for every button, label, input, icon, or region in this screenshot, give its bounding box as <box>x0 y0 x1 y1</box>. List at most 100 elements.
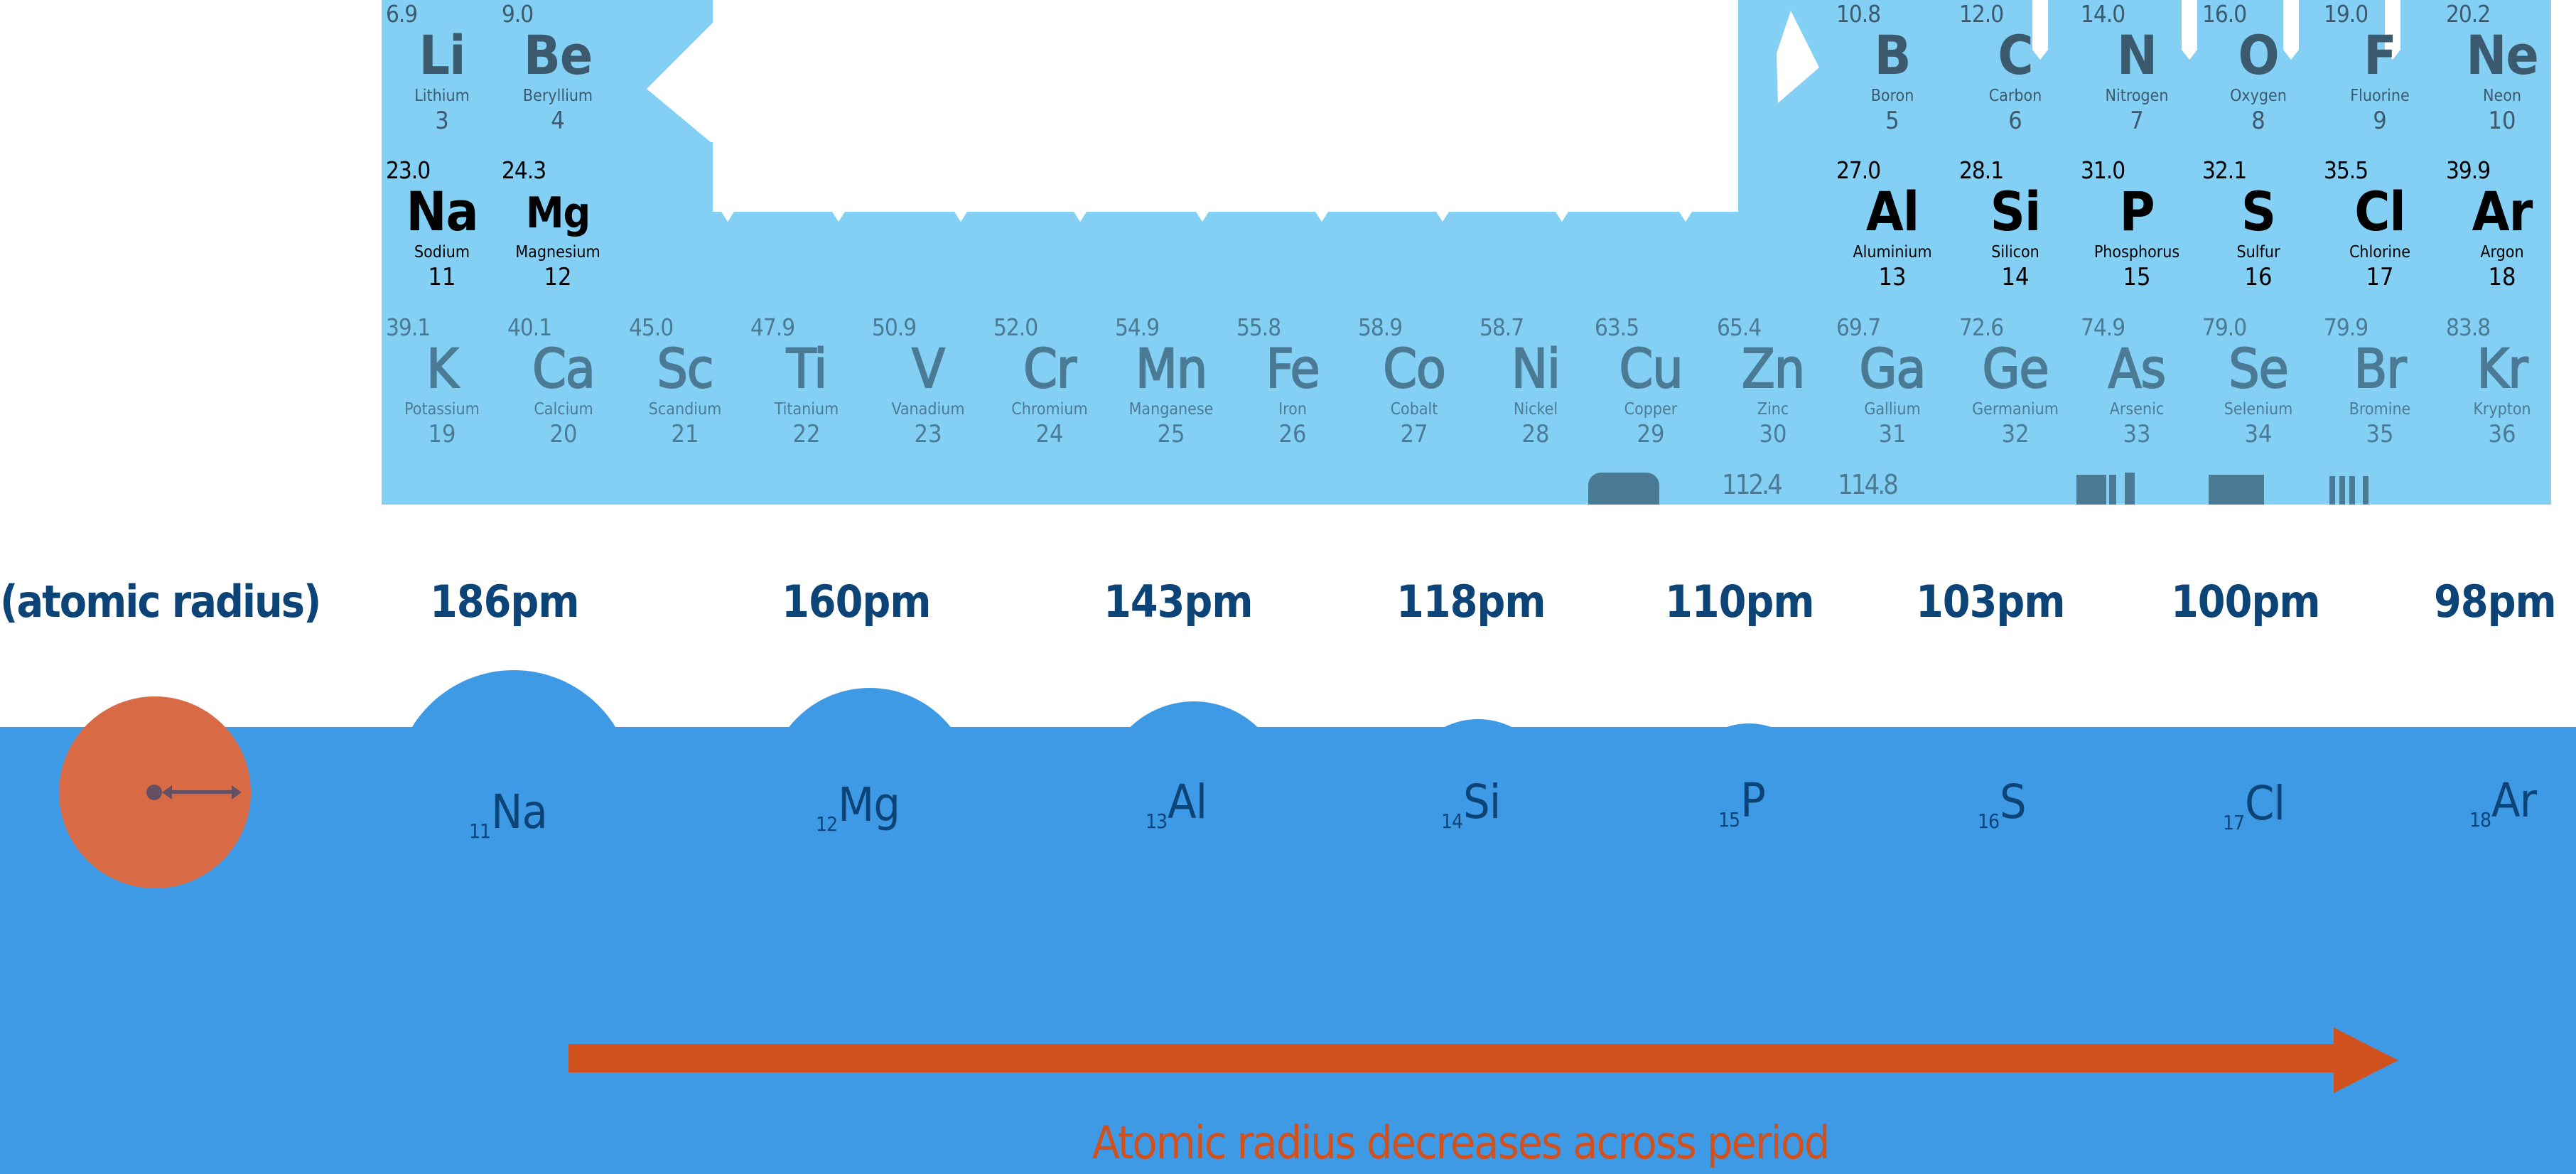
gap-notch <box>1315 212 1328 222</box>
atomic-mass: 31.0 <box>2081 156 2125 184</box>
element-name: Scandium <box>648 400 722 419</box>
atom-label-si: 14Si <box>1441 775 1501 833</box>
element-symbol: B <box>1874 23 1911 87</box>
atom-label-mg: 12Mg <box>816 777 900 836</box>
element-symbol: Li <box>419 23 466 87</box>
column-notch <box>2385 0 2400 60</box>
atomic-number: 11 <box>428 263 456 291</box>
element-symbol: K <box>426 337 459 400</box>
fragment-glyph <box>1588 473 1659 505</box>
trend-arrow-icon <box>568 1028 2398 1093</box>
atomic-mass: 27.0 <box>1836 156 1881 184</box>
element-name: Krypton <box>2473 400 2531 419</box>
fragment-glyph <box>2125 473 2135 505</box>
atomic-number: 19 <box>428 420 456 448</box>
atomic-number: 34 <box>2244 420 2273 448</box>
atom-label-al: 13Al <box>1146 775 1207 833</box>
fragment-glyph <box>2329 476 2335 505</box>
atomic-number: 7 <box>2130 107 2144 135</box>
atomic-number: 28 <box>1521 420 1550 448</box>
element-name: Vanadium <box>891 400 965 419</box>
atomic-number: 31 <box>1878 420 1907 448</box>
atom-symbol: Na <box>491 785 548 839</box>
atomic-mass: 24.3 <box>502 156 546 184</box>
trend-caption: Atomic radius decreases across period <box>1092 1117 1831 1170</box>
element-symbol: Fe <box>1265 337 1320 400</box>
atomic-number: 25 <box>1157 420 1185 448</box>
element-symbol: S <box>2241 180 2276 243</box>
element-name: Calcium <box>534 400 593 419</box>
atomic-mass: 6.9 <box>386 0 418 28</box>
fragment-glyph <box>2209 475 2264 505</box>
fragment-glyph <box>2349 476 2355 505</box>
atom-symbol: P <box>1740 773 1766 828</box>
atomic-number: 18 <box>2488 263 2516 291</box>
element-name: Carbon <box>1988 87 2042 105</box>
element-name: Phosphorus <box>2093 243 2180 262</box>
atom-symbol: Mg <box>838 777 900 832</box>
atom-number: 15 <box>1718 808 1740 831</box>
atomic-number: 26 <box>1278 420 1307 448</box>
element-symbol: Ti <box>786 337 828 400</box>
atom-number: 17 <box>2223 811 2245 834</box>
atomic-mass: 23.0 <box>386 156 431 184</box>
atomic-mass: 72.6 <box>1959 313 2004 341</box>
element-symbol: O <box>2238 23 2279 87</box>
element-symbol: Cu <box>1618 337 1683 400</box>
element-symbol: F <box>2364 23 2397 87</box>
column-notch <box>2283 0 2299 60</box>
atom-label-s: 16S <box>1978 775 2027 833</box>
gap-notch <box>1074 212 1087 222</box>
atom-number: 13 <box>1146 809 1168 833</box>
atom-number: 12 <box>816 812 838 836</box>
radius-value-al: 143pm <box>1104 576 1253 628</box>
element-name: Bromine <box>2349 400 2411 419</box>
atomic-number: 13 <box>1878 263 1907 291</box>
element-symbol: Mg <box>525 188 591 238</box>
right-chevron-shape <box>1777 11 1819 103</box>
element-name: Silicon <box>1991 243 2039 262</box>
element-name: Chlorine <box>2349 243 2411 262</box>
d-block-gap <box>713 0 1738 222</box>
atomic-number: 20 <box>549 420 578 448</box>
element-symbol: N <box>2116 23 2157 87</box>
element-name: Potassium <box>404 400 480 419</box>
atomic-mass: 28.1 <box>1959 156 2004 184</box>
atomic-mass: 35.5 <box>2324 156 2368 184</box>
atomic-number: 6 <box>2008 107 2022 135</box>
element-symbol: Na <box>406 180 478 243</box>
atom-number: 11 <box>469 819 491 843</box>
gap-notch <box>1436 212 1449 222</box>
atomic-mass: 32.1 <box>2202 156 2247 184</box>
gap-notch <box>1556 212 1568 222</box>
atom-symbol: Al <box>1168 775 1207 829</box>
atom-label-p: 15P <box>1718 773 1766 831</box>
atomic-mass: 79.9 <box>2324 313 2368 341</box>
atomic-mass: 39.1 <box>386 313 431 341</box>
element-symbol: Ca <box>532 337 596 400</box>
atomic-mass: 20.2 <box>2446 0 2491 28</box>
atomic-mass: 79.0 <box>2202 313 2247 341</box>
element-name: Iron <box>1278 400 1307 419</box>
atom-symbol: Cl <box>2245 776 2285 831</box>
atomic-number: 33 <box>2123 420 2151 448</box>
element-name: Fluorine <box>2350 87 2410 105</box>
atomic-number: 21 <box>671 420 699 448</box>
atomic-number: 35 <box>2366 420 2394 448</box>
atomic-number: 15 <box>2123 263 2151 291</box>
atom-label-cl: 17Cl <box>2223 776 2285 834</box>
atomic-mass: 58.7 <box>1480 313 1524 341</box>
atomic-number: 9 <box>2373 107 2387 135</box>
atom-number: 14 <box>1441 809 1463 833</box>
atomic-mass: 58.9 <box>1358 313 1403 341</box>
element-name: Sodium <box>414 243 470 262</box>
element-symbol: Si <box>1990 180 2042 243</box>
element-name: Germanium <box>1972 400 2059 419</box>
atomic-mass: 19.0 <box>2324 0 2368 28</box>
diagram-band <box>0 727 2576 1174</box>
element-name: Lithium <box>414 87 470 105</box>
element-symbol: Kr <box>2477 337 2529 400</box>
atomic-mass: 12.0 <box>1959 0 2004 28</box>
radius-value-cl: 100pm <box>2171 576 2320 628</box>
atomic-mass: 14.0 <box>2081 0 2125 28</box>
